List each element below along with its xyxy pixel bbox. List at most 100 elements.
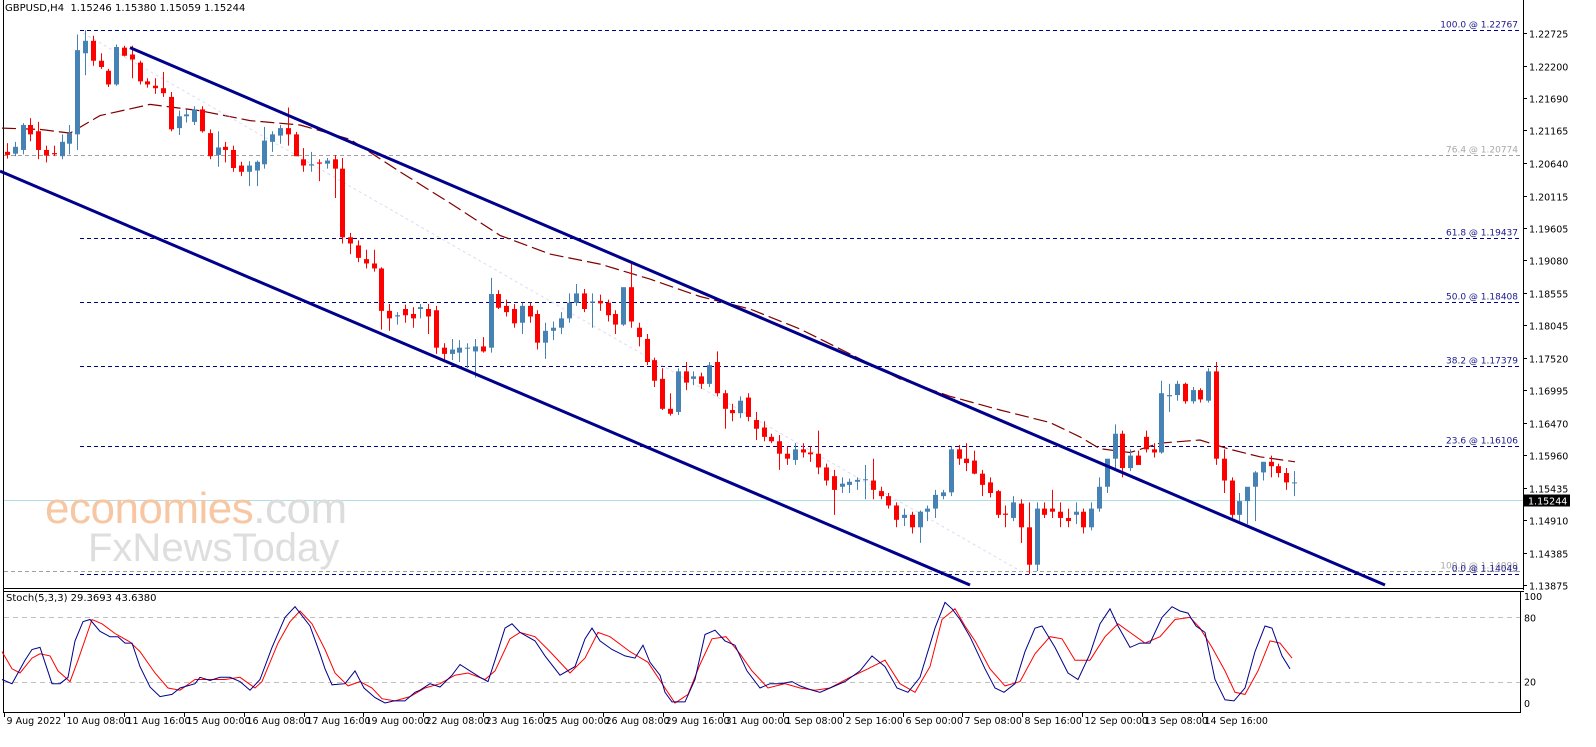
candle <box>707 362 712 387</box>
candle <box>1206 368 1211 403</box>
candle <box>590 293 595 328</box>
candle-body <box>668 408 673 414</box>
candle-body <box>707 365 712 384</box>
candle-body <box>239 165 244 172</box>
candle-body <box>356 245 361 258</box>
descending-channel[interactable] <box>0 46 1386 587</box>
candle <box>496 290 501 309</box>
candle-body <box>1253 472 1258 487</box>
candle-body <box>879 491 884 497</box>
candle-body <box>1042 508 1047 515</box>
candle <box>67 125 72 155</box>
candle <box>1011 496 1016 522</box>
time-tick-label: 10 Aug 08:00 <box>67 716 131 727</box>
candle <box>886 493 891 509</box>
candle <box>762 421 767 442</box>
candle-body <box>278 128 283 136</box>
candle-body <box>1292 482 1297 484</box>
candle-body <box>894 505 899 520</box>
price-tick-label: 1.22725 <box>1529 30 1568 41</box>
candle-body <box>1269 461 1274 467</box>
candle <box>613 310 618 334</box>
candle-body <box>270 134 275 142</box>
candle <box>1081 508 1086 534</box>
candle <box>793 443 798 465</box>
candle <box>676 368 681 416</box>
candle <box>652 357 657 387</box>
candle <box>840 477 845 493</box>
candle <box>465 343 470 369</box>
candle <box>442 343 447 363</box>
candle <box>847 478 852 493</box>
candle-body <box>1152 449 1157 453</box>
candle-body <box>1120 433 1125 469</box>
channel-upper-line[interactable] <box>129 46 1386 587</box>
candle <box>871 458 876 500</box>
candle-body <box>473 346 478 352</box>
candle <box>52 145 57 157</box>
candle <box>21 123 26 155</box>
candle-body <box>1113 433 1118 459</box>
price-tick-label: 1.17520 <box>1529 355 1568 366</box>
candle-body <box>652 360 657 381</box>
candle <box>473 338 478 378</box>
candle-body <box>1245 486 1250 502</box>
candle-body <box>138 62 143 82</box>
candle-body <box>886 496 891 506</box>
candle <box>1128 449 1133 472</box>
candle-body <box>161 88 166 94</box>
candle <box>816 430 821 475</box>
candle-body <box>574 293 579 303</box>
candle <box>902 508 907 527</box>
candle <box>808 446 813 462</box>
candle <box>192 106 197 125</box>
candle-body <box>255 161 260 171</box>
candle-body <box>325 160 330 164</box>
candle-body <box>996 491 1001 515</box>
candle-body <box>457 347 462 353</box>
candle <box>1144 430 1149 453</box>
candle <box>754 411 759 440</box>
candle <box>1097 477 1102 512</box>
candle <box>1050 489 1055 518</box>
fibonacci-retracement[interactable]: 100.0 @ 1.22767 76.4 @ 1.20774 61.8 @ 1.19… <box>4 21 1522 575</box>
candle-body <box>177 116 182 129</box>
candle <box>44 145 49 163</box>
candle <box>5 143 10 159</box>
candle-body <box>1003 513 1008 515</box>
candle-body <box>691 376 696 379</box>
candle-body <box>1144 436 1149 450</box>
time-tick-label: 9 Aug 2022 <box>7 716 62 727</box>
time-tick-label: 7 Sep 08:00 <box>965 716 1022 727</box>
candle-body <box>512 309 517 324</box>
price-axis: 1.22725 1.22200 1.21690 1.21165 1.20640 1.201… <box>1523 30 1570 593</box>
candle-body <box>145 81 150 85</box>
candle <box>746 393 751 422</box>
candle <box>824 463 829 486</box>
candle <box>1175 380 1180 401</box>
candle <box>512 304 517 328</box>
candle-body <box>1011 502 1016 518</box>
candle-body <box>520 305 525 323</box>
candle-body <box>1074 511 1079 515</box>
channel-lower-line[interactable] <box>0 169 971 587</box>
candle-body <box>746 397 751 417</box>
ma-line <box>1 103 1296 463</box>
fib-level-label: 100.0 @ 1.14099 <box>1440 562 1518 572</box>
candle-body <box>1183 383 1188 402</box>
candle <box>832 469 837 515</box>
candle <box>411 307 416 328</box>
candle <box>83 30 88 76</box>
candle <box>255 160 260 187</box>
candle <box>301 148 306 172</box>
candlesticks <box>5 30 1297 575</box>
candle-body <box>1128 455 1133 469</box>
candle <box>1003 505 1008 528</box>
candle-body <box>301 159 306 166</box>
fib-level-label: 50.0 @ 1.18408 <box>1446 293 1518 303</box>
candle-body <box>785 453 790 459</box>
candle <box>996 489 1001 518</box>
candle <box>122 45 127 57</box>
